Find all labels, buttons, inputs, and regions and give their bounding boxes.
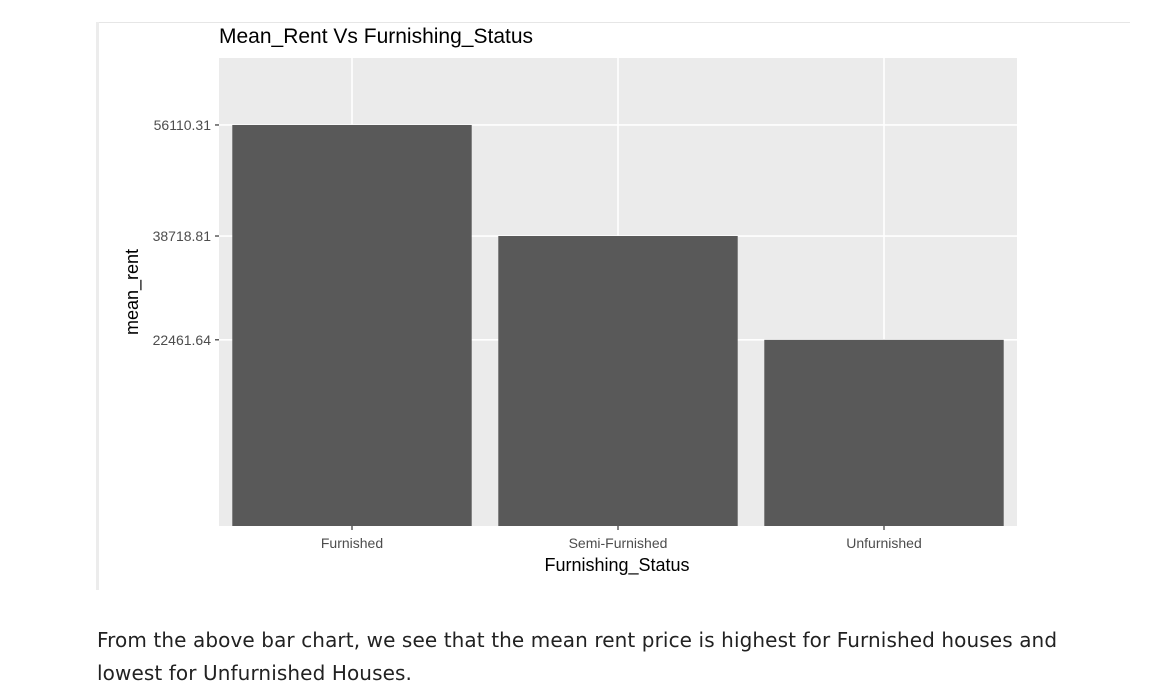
bar-semi-furnished [498, 236, 738, 526]
y-tick-label: 22461.64 [153, 332, 212, 348]
chart-title: Mean_Rent Vs Furnishing_Status [219, 25, 534, 48]
bars [232, 124, 1004, 526]
frame-left-border [96, 22, 99, 590]
x-tick-label: Unfurnished [846, 535, 922, 551]
y-tick-label: 38718.81 [153, 228, 212, 244]
x-axis: Furnished Semi-Furnished Unfurnished [321, 526, 922, 551]
x-tick-label: Semi-Furnished [569, 535, 668, 551]
bar-chart: 22461.64 38718.81 56110.31 Furnished Semi-F… [122, 58, 1017, 576]
bar-furnished [232, 124, 472, 526]
caption-text: From the above bar chart, we see that th… [97, 628, 1058, 685]
y-tick-label: 56110.31 [154, 117, 212, 133]
y-axis: 22461.64 38718.81 56110.31 [153, 117, 219, 348]
bar-unfurnished [764, 339, 1004, 526]
frame-top-border [96, 22, 1130, 23]
x-tick-label: Furnished [321, 535, 383, 551]
x-axis-label: Furnishing_Status [544, 555, 689, 576]
y-axis-label: mean_rent [122, 249, 143, 335]
